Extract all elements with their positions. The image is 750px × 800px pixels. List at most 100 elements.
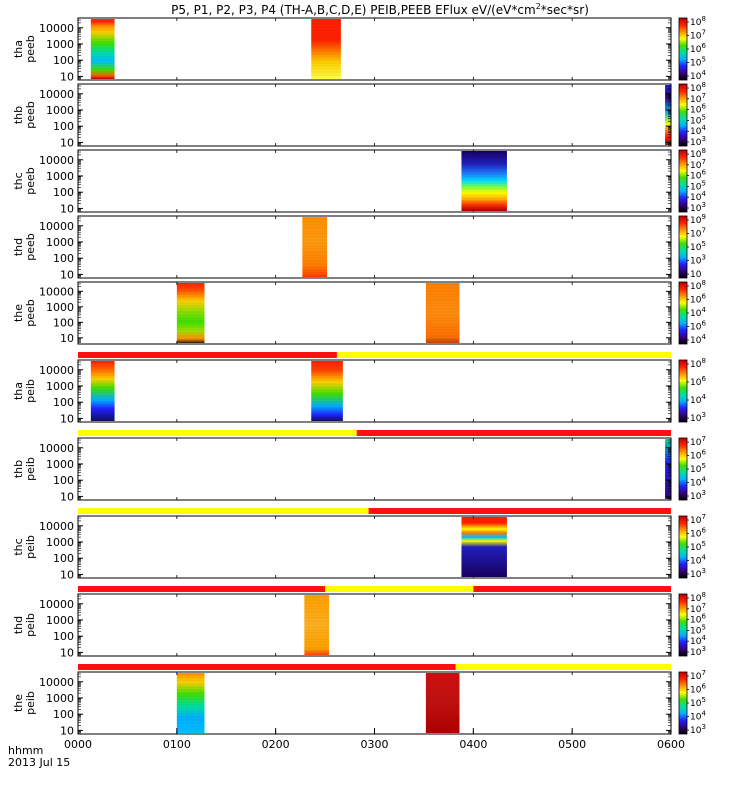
colorbar-tick-exponent: 8 [701, 81, 705, 89]
y-tick-label: 1000 [46, 170, 74, 183]
colorbar-tick-exponent: 4 [701, 634, 706, 642]
panel-probe-label: thb [12, 460, 25, 478]
panel-product-label: peeb [24, 233, 37, 261]
colorbar-tick-exponent: 7 [701, 602, 705, 610]
spectrogram-block [90, 361, 115, 421]
y-tick-label: 100 [53, 552, 74, 565]
colorbar-tick-exponent: 4 [701, 124, 706, 132]
spectrogram-block [425, 283, 460, 343]
status-bar-segment [356, 430, 671, 436]
y-tick-label: 10000 [39, 285, 74, 298]
colorbar-tick-label: 103 [690, 723, 706, 736]
colorbar-tick-label: 106 [690, 527, 706, 540]
spectrogram-block [311, 361, 343, 421]
panel-frame [77, 149, 672, 213]
colorbar-tick-label: 108 [690, 279, 706, 292]
colorbar-tick-exponent: 4 [701, 69, 706, 77]
colorbar-tick-exponent: 6 [701, 375, 706, 383]
colorbar-tick-exponent: 6 [701, 320, 706, 328]
y-tick-label: 10000 [39, 598, 74, 611]
y-tick-label: 10000 [39, 442, 74, 455]
colorbar-tick-exponent: 3 [701, 723, 705, 731]
colorbar-tick-exponent: 5 [701, 113, 705, 121]
colorbar-tick-label: 107 [690, 227, 706, 240]
colorbar-tick-exponent: 7 [701, 669, 705, 677]
colorbar-tick-exponent: 4 [701, 710, 706, 718]
colorbar-tick-exponent: 7 [701, 92, 705, 100]
colorbar [678, 359, 688, 423]
y-tick-label: 1000 [46, 104, 74, 117]
colorbar-tick-label: 106 [690, 42, 706, 55]
colorbar [678, 215, 688, 279]
x-axis: 0000 0100 0200 0300 0400 0500 0600 [64, 728, 685, 751]
colorbar-tick-exponent: 5 [701, 240, 705, 248]
colorbar-tick-exponent: 4 [701, 476, 706, 484]
panel-probe-label: thb [12, 106, 25, 124]
panel-probe-label: thc [12, 538, 25, 555]
colorbar-tick-label: 106 [690, 683, 706, 696]
colorbar-tick-exponent: 3 [701, 201, 705, 209]
colorbar-tick-label: 103 [690, 411, 706, 424]
colorbar-tick-exponent: 3 [701, 567, 705, 575]
panel-product-label: peib [24, 535, 37, 559]
y-tick-label: 10 [60, 268, 74, 281]
colorbar-tick-exponent: 5 [701, 696, 705, 704]
y-tick-label: 1000 [46, 380, 74, 393]
y-tick-label: 100 [53, 316, 74, 329]
panel-probe-label: thd [12, 238, 25, 256]
panel-frame [77, 281, 672, 345]
colorbar-tick-exponent: 7 [701, 227, 705, 235]
y-tick-label: 10000 [39, 88, 74, 101]
panel-frame [77, 593, 672, 657]
panel-frame [77, 515, 672, 579]
colorbar-tick-exponent: 4 [701, 306, 706, 314]
x-unit-label: hhmm [8, 744, 43, 757]
y-tick-label: 10000 [39, 220, 74, 233]
panel-product-label: peib [24, 379, 37, 403]
status-bar-segment [78, 430, 357, 436]
panel-probe-label: the [12, 694, 25, 712]
y-tick-label: 10 [60, 646, 74, 659]
y-tick-label: 100 [53, 252, 74, 265]
colorbar-tick-exponent: 6 [701, 42, 706, 50]
panel-tha-peib: 10 100 1000 10000 tha peib 108 106 104 103 [12, 352, 706, 425]
spectrogram-block [176, 673, 205, 733]
spectrogram-block [425, 673, 460, 733]
y-tick-label: 100 [53, 474, 74, 487]
colorbar [678, 149, 688, 213]
y-tick-label: 1000 [46, 236, 74, 249]
colorbar-tick-label: 107 [690, 513, 706, 526]
spectrogram-block [176, 283, 205, 343]
colorbar-tick-label: 104 [690, 306, 706, 319]
spectrogram-block [311, 19, 341, 79]
status-bar-segment [336, 352, 671, 358]
colorbar [678, 671, 688, 735]
y-tick-label: 10000 [39, 154, 74, 167]
colorbar-tick-label: 104 [690, 393, 706, 406]
status-bar-segment [368, 508, 671, 514]
panel-frame [77, 215, 672, 279]
panel-probe-label: tha [12, 40, 25, 58]
x-tick-label: 0000 [64, 738, 92, 751]
panel-product-label: peeb [24, 101, 37, 129]
x-tick-label: 0500 [558, 738, 586, 751]
y-tick-label: 10000 [39, 520, 74, 533]
y-tick-label: 10 [60, 332, 74, 345]
colorbar-tick-label: 107 [690, 669, 706, 682]
panel-frame [77, 17, 672, 81]
colorbar-tick-exponent: 4 [701, 554, 706, 562]
colorbar-tick-label: 105 [690, 462, 706, 475]
y-tick-label: 1000 [46, 38, 74, 51]
colorbar-tick-label: 105 [690, 240, 706, 253]
y-tick-label: 10 [60, 568, 74, 581]
panel-product-label: peeb [24, 167, 37, 195]
colorbar-tick-exponent: 4 [701, 393, 706, 401]
y-tick-label: 1000 [46, 301, 74, 314]
x-tick-label: 0300 [361, 738, 389, 751]
colorbar-tick-label: 108 [690, 357, 706, 370]
panel-product-label: peeb [24, 35, 37, 63]
